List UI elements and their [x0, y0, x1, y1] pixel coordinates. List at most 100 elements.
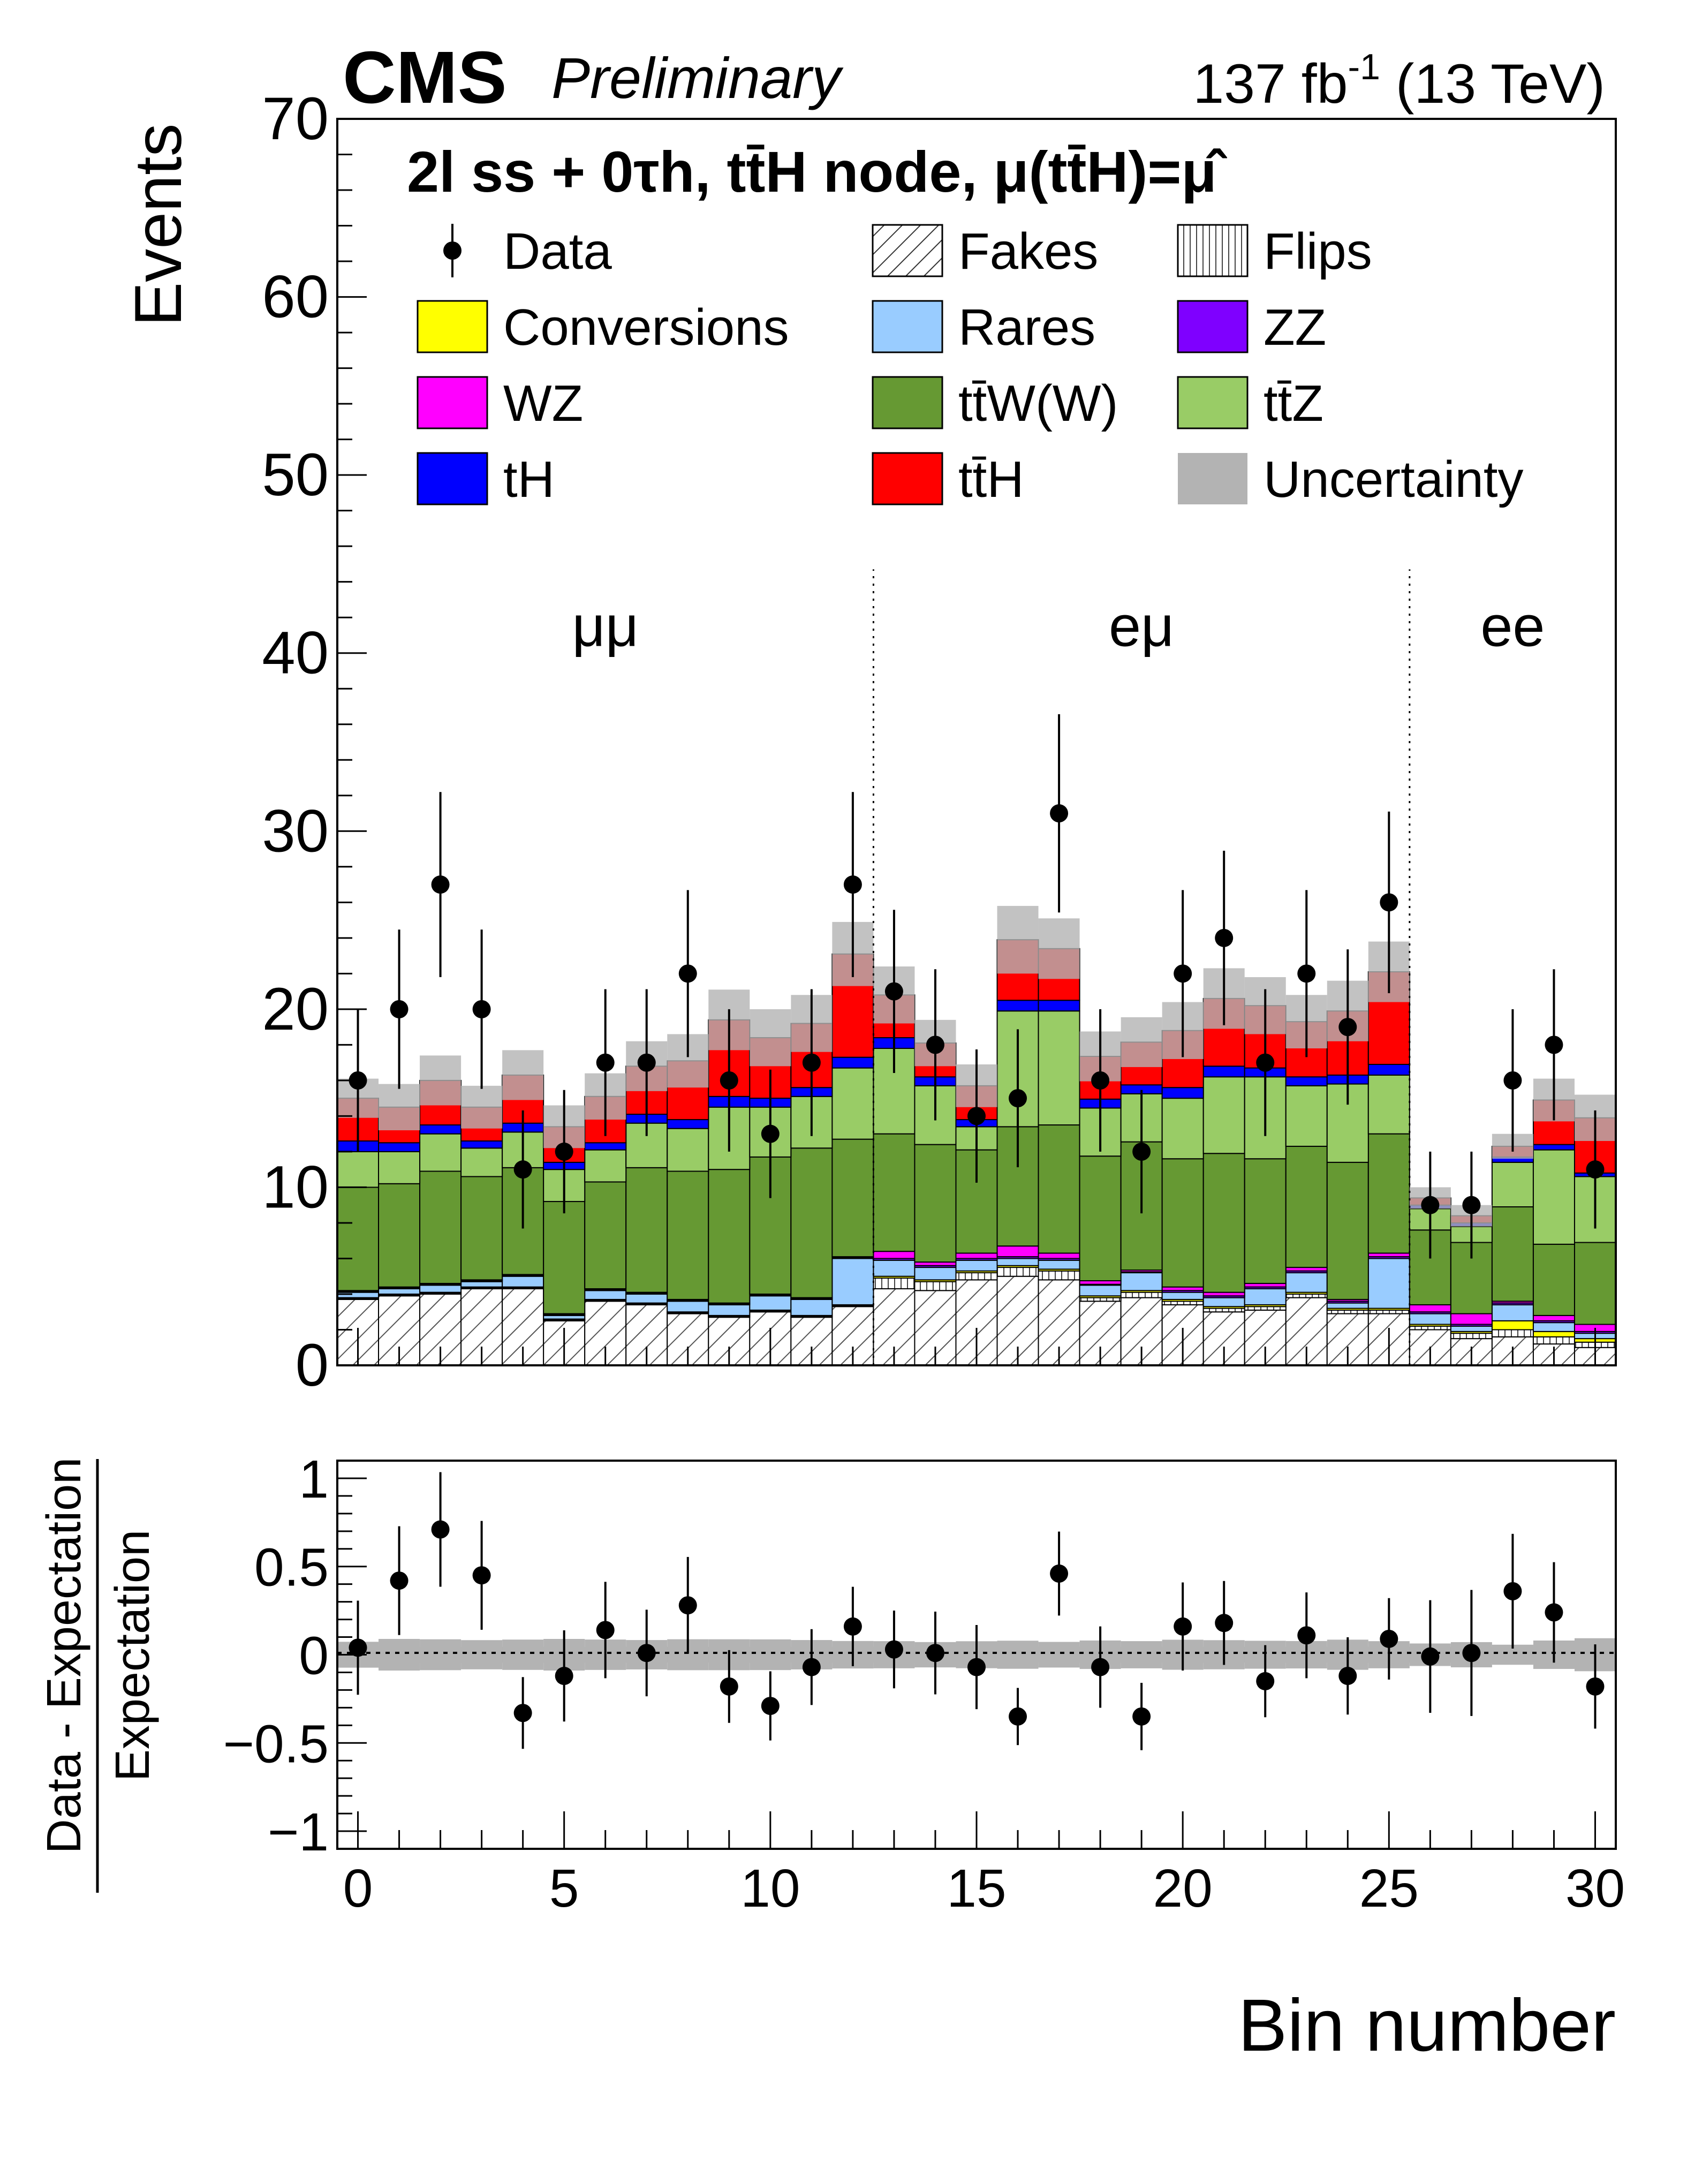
bar-ttww-bin-29: [1532, 1243, 1575, 1316]
bar-rares-bin-10: [749, 1295, 792, 1311]
bar-flips-bin-29: [1532, 1336, 1575, 1345]
ratio-points: [349, 1472, 1605, 1750]
bar-ttz-bin-12: [831, 1067, 874, 1140]
ratio-point-bin-28: [1503, 1533, 1522, 1649]
bar-rares-bin-15: [955, 1259, 998, 1272]
bar-ttww-bin-12: [831, 1138, 874, 1258]
legend-item-fakes: Fakes: [872, 223, 1098, 280]
data-point-bin-20: [1174, 890, 1192, 1057]
bar-wz-bin-16: [996, 1245, 1039, 1258]
data-point-bin-1: [390, 929, 408, 1089]
x-tick-label-25: 25: [1359, 1858, 1419, 1918]
ratio-point-bin-21: [1215, 1581, 1234, 1665]
data-point-bin-9: [720, 1009, 738, 1152]
uncertainty-bin-17: [1038, 918, 1080, 979]
bar-ttww-bin-11: [790, 1147, 833, 1298]
bar-wz-bin-29: [1532, 1314, 1575, 1321]
ratio-point-bin-26: [1421, 1600, 1440, 1713]
bar-rares-bin-28: [1491, 1304, 1534, 1321]
bar-th-bin-29: [1532, 1144, 1575, 1151]
bar-ttww-bin-0: [337, 1187, 380, 1291]
bar-th-bin-1: [378, 1142, 421, 1152]
bar-ttww-bin-20: [1161, 1158, 1204, 1288]
bar-rares-bin-24: [1326, 1302, 1369, 1309]
bar-ttz-bin-17: [1038, 1010, 1080, 1126]
ratio-point-bin-5: [555, 1630, 573, 1722]
y-axis-title: Events: [122, 123, 195, 326]
x-tick-label-5: 5: [549, 1858, 579, 1918]
bar-th-bin-20: [1161, 1087, 1204, 1099]
bar-rares-bin-3: [460, 1281, 503, 1288]
ratio-point-bin-14: [926, 1611, 944, 1695]
bar-ttww-bin-30: [1573, 1242, 1617, 1325]
bar-ttww-bin-6: [584, 1181, 627, 1289]
bar-ttz-bin-23: [1285, 1085, 1328, 1147]
bar-ttww-bin-21: [1202, 1153, 1245, 1293]
channel-dividers: [872, 569, 1411, 1365]
ratio-band-bin-10: [750, 1639, 791, 1671]
bar-ttww-bin-24: [1326, 1161, 1369, 1300]
bar-rares-bin-23: [1285, 1272, 1328, 1293]
bar-rares-bin-11: [790, 1298, 833, 1316]
ratio-band-bin-17: [1038, 1642, 1080, 1668]
lumi-label: 137 fb-1 (13 TeV): [1193, 47, 1605, 115]
bar-ttww-bin-3: [460, 1176, 503, 1281]
bar-ttz-bin-25: [1367, 1074, 1410, 1135]
data-point-bin-5: [555, 1090, 573, 1214]
bar-flips-bin-13: [873, 1278, 916, 1289]
y-tick-label-10: 10: [262, 1153, 329, 1220]
ratio-point-bin-30: [1586, 1644, 1605, 1729]
ratio-panel: −1−0.500.510 5 10 15 20 25 30 Data - Expectati…: [37, 1449, 1625, 2067]
data-point-bin-16: [1009, 1029, 1027, 1167]
legend-label: Flips: [1264, 223, 1372, 280]
ratio-point-bin-13: [884, 1611, 903, 1689]
legend-label: tH: [503, 451, 555, 508]
main-panel: 0 10 20 30 40 50 60 70 μμ eμ ee 2l ss + 0τh, tt̄H…: [122, 85, 1617, 1399]
bar-rares-bin-12: [831, 1258, 874, 1305]
bar-rares-bin-21: [1202, 1297, 1245, 1308]
ratio-point-bin-2: [431, 1472, 450, 1587]
bar-rares-bin-13: [873, 1259, 916, 1277]
uncertainty-bin-3: [461, 1085, 503, 1129]
data-point-bin-18: [1091, 1009, 1110, 1152]
data-point-bin-3: [472, 929, 491, 1089]
energy-label: (13 TeV): [1380, 53, 1605, 115]
uncertainty-bin-10: [750, 1009, 791, 1067]
preliminary-label: Preliminary: [551, 46, 844, 110]
ratio-point-bin-19: [1132, 1682, 1151, 1750]
x-tick-label-15: 15: [947, 1858, 1006, 1918]
bar-wz-bin-26: [1409, 1304, 1451, 1313]
header: CMS Preliminary 137 fb-1 (13 TeV): [343, 36, 1605, 119]
ratio-y-tick-label: −1: [268, 1802, 329, 1862]
x-tick-label-0: 0: [343, 1858, 373, 1918]
bar-ttz-bin-3: [460, 1147, 503, 1177]
ratio-axes: −1−0.500.510 5 10 15 20 25 30: [223, 1449, 1625, 1918]
bar-ttz-bin-0: [337, 1151, 380, 1188]
y-tick-label-60: 60: [262, 263, 329, 330]
bar-ttz-bin-28: [1491, 1161, 1534, 1208]
data-point-bin-29: [1545, 969, 1563, 1121]
ratio-point-bin-10: [761, 1671, 780, 1741]
cms-label: CMS: [343, 36, 507, 119]
ratio-y-tick-label: 1: [299, 1449, 329, 1509]
bar-rares-bin-0: [337, 1291, 380, 1298]
ratio-band-bin-4: [502, 1639, 544, 1670]
bar-flips-bin-14: [914, 1281, 957, 1291]
ratio-point-bin-20: [1174, 1582, 1192, 1671]
bar-ttz-bin-20: [1161, 1098, 1204, 1160]
data-point-bin-30: [1586, 1110, 1605, 1229]
legend-item-th: tH: [417, 451, 555, 508]
bar-rares-bin-7: [625, 1293, 668, 1304]
bar-rares-bin-25: [1367, 1258, 1410, 1309]
legend-item-wz: WZ: [417, 375, 583, 432]
bar-ttww-bin-5: [543, 1201, 586, 1314]
channel-label-2: ee: [1480, 593, 1545, 658]
bar-conversions-bin-28: [1491, 1320, 1534, 1331]
bar-flips-bin-28: [1491, 1329, 1534, 1337]
ratio-point-bin-17: [1050, 1531, 1069, 1616]
channel-labels: μμ eμ ee: [572, 593, 1545, 658]
data-point-bin-19: [1132, 1090, 1151, 1214]
ratio-band-bin-3: [461, 1640, 503, 1669]
legend-item-uncertainty: Uncertainty: [1178, 451, 1524, 508]
data-point-bin-6: [596, 989, 615, 1136]
